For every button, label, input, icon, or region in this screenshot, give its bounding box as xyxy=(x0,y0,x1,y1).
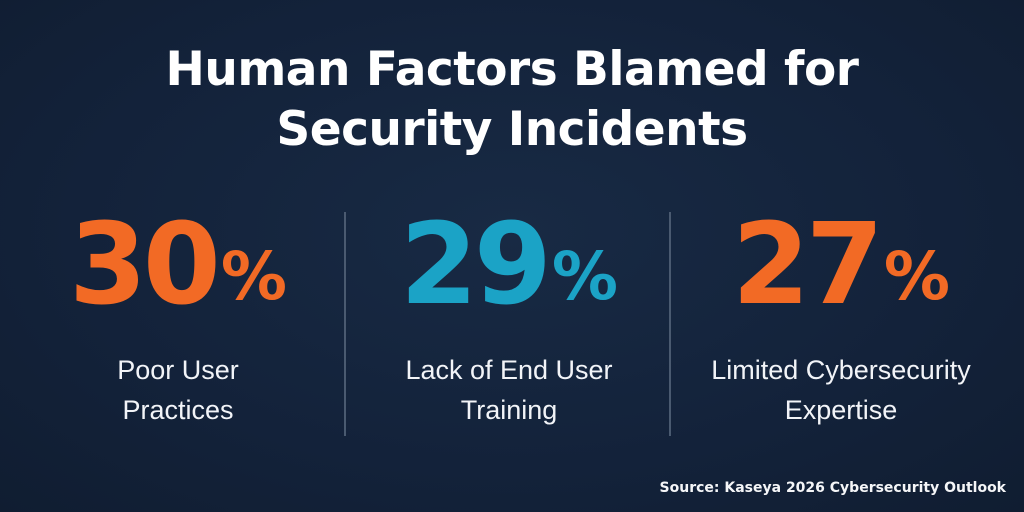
infographic-title: Human Factors Blamed for Security Incide… xyxy=(0,40,1024,160)
stat-percent-sign: % xyxy=(220,238,287,315)
column-divider-1 xyxy=(344,212,346,436)
stat-value-1: 29% xyxy=(352,200,666,330)
stat-label-line-2: Practices xyxy=(122,395,234,425)
stat-value-2: 27% xyxy=(678,200,1004,330)
stat-label-line-2: Training xyxy=(460,395,558,425)
column-divider-2 xyxy=(669,212,671,436)
stat-number: 29 xyxy=(400,200,552,330)
stat-label: Limited Cybersecurity Expertise xyxy=(678,350,1004,430)
stat-label-line-1: Poor User xyxy=(117,355,239,385)
title-line-2: Security Incidents xyxy=(276,102,748,157)
stat-label: Poor User Practices xyxy=(20,350,336,430)
stat-limited-expertise: 27% Limited Cybersecurity Expertise xyxy=(678,200,1004,450)
stat-percent-sign: % xyxy=(883,238,950,315)
stat-label-line-2: Expertise xyxy=(784,395,898,425)
stat-label-line-1: Limited Cybersecurity xyxy=(711,355,971,385)
source-attribution: Source: Kaseya 2026 Cybersecurity Outloo… xyxy=(659,480,1006,496)
stat-number: 27 xyxy=(732,200,884,330)
title-line-1: Human Factors Blamed for xyxy=(165,42,859,97)
stat-label-line-1: Lack of End User xyxy=(405,355,613,385)
stat-number: 30 xyxy=(69,200,221,330)
stat-lack-of-training: 29% Lack of End User Training xyxy=(352,200,666,450)
stat-poor-user-practices: 30% Poor User Practices xyxy=(20,200,336,450)
stat-label: Lack of End User Training xyxy=(352,350,666,430)
stat-percent-sign: % xyxy=(551,238,618,315)
stat-value-0: 30% xyxy=(20,200,336,330)
